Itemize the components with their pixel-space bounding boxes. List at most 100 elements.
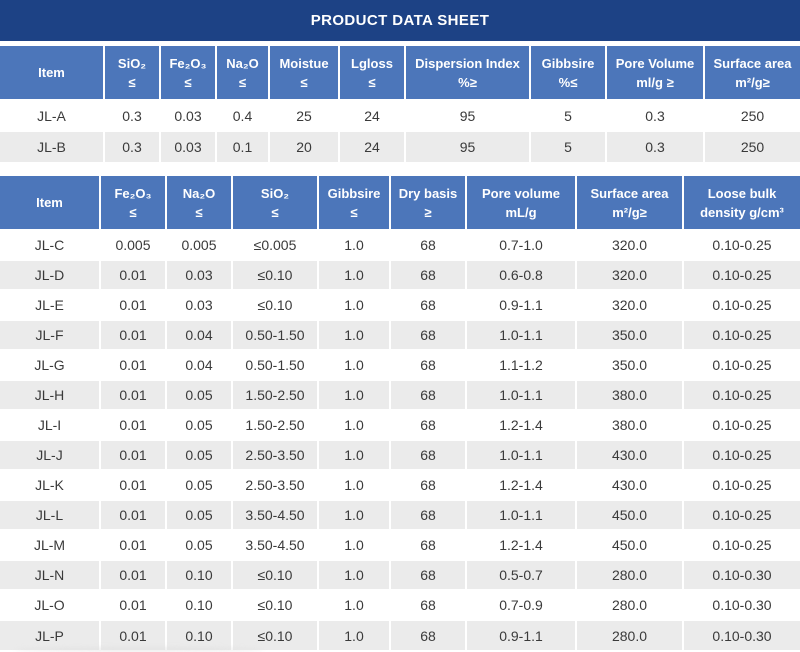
header-line1: Item [38,65,65,80]
value-cell: 95 [405,99,531,131]
value-cell: 280.0 [576,589,684,620]
value-cell: 1.0-1.1 [466,499,577,530]
column-header-surface-area: Surface area m²/g≥ [704,46,800,100]
header-line2: %≥ [458,74,477,90]
value-cell: 1.0 [318,319,391,350]
value-cell: 0.4 [216,99,270,131]
table-row-jl-k: JL-K 0.01 0.05 2.50-3.50 1.0 68 1.2-1.4 430.0 0.… [0,469,800,500]
header-line1: Surface area [590,185,669,201]
value-cell: 280.0 [576,559,684,590]
value-cell: ≤0.005 [232,229,319,260]
table-header: Item Fe₂O₃ ≤ Na₂O ≤ SiO₂ ≤ Gibbsire ≤ Dry basis ≥ P… [0,176,800,230]
value-cell: 68 [390,259,467,290]
value-cell: 450.0 [576,499,684,530]
value-cell: 0.10-0.30 [683,619,800,650]
value-cell: 0.10-0.30 [683,559,800,590]
column-header-sio2: SiO₂ ≤ [232,176,319,230]
value-cell: 68 [390,319,467,350]
header-line1: Na₂O [182,185,216,201]
value-cell: ≤0.10 [232,559,319,590]
table-row-jl-i: JL-I 0.01 0.05 1.50-2.50 1.0 68 1.2-1.4 380.0 0.… [0,409,800,440]
value-cell: 0.01 [100,349,167,380]
header-line2: ≤ [129,204,137,220]
column-header-item: Item [0,46,105,100]
column-header-dry-basis: Dry basis ≥ [390,176,467,230]
value-cell: 0.05 [166,379,233,410]
table-row-jl-c: JL-C 0.005 0.005 ≤0.005 1.0 68 0.7-1.0 320.0 0.1… [0,229,800,260]
value-cell: 0.05 [166,439,233,470]
value-cell: 0.10-0.25 [683,379,800,410]
value-cell: 0.01 [100,319,167,350]
header-line2: ≤ [238,74,247,90]
value-cell: 1.0 [318,259,391,290]
table-row-jl-m: JL-M 0.01 0.05 3.50-4.50 1.0 68 1.2-1.4 450.0 0.… [0,529,800,560]
header-line2: ≤ [350,204,358,220]
value-cell: 1.1-1.2 [466,349,577,380]
value-cell: 0.50-1.50 [232,319,319,350]
value-cell: 68 [390,619,467,650]
value-cell: 0.10-0.25 [683,289,800,320]
table-row-jl-d: JL-D 0.01 0.03 ≤0.10 1.0 68 0.6-0.8 320.0 0.10-0… [0,259,800,290]
value-cell: 0.05 [166,469,233,500]
header-line2: density g/cm³ [700,204,784,220]
value-cell: 0.3 [104,130,161,162]
value-cell: 0.10-0.25 [683,469,800,500]
column-header-pore-volume: Pore Volume ml/g ≥ [606,46,705,100]
table-body: JL-C 0.005 0.005 ≤0.005 1.0 68 0.7-1.0 320.0 0.1… [0,229,800,650]
header-line1: Dry basis [398,185,458,201]
value-cell: 20 [269,130,340,162]
table-row-jl-h: JL-H 0.01 0.05 1.50-2.50 1.0 68 1.0-1.1 380.0 0.… [0,379,800,410]
value-cell: 320.0 [576,289,684,320]
column-header-na2o: Na₂O ≤ [166,176,233,230]
item-cell: JL-J [0,439,101,470]
item-cell: JL-L [0,499,101,530]
column-header-moistue: Moistue ≤ [269,46,340,100]
value-cell: 0.10-0.25 [683,319,800,350]
header-line1: Pore Volume [615,55,695,71]
value-cell: 0.5-0.7 [466,559,577,590]
value-cell: 0.10 [166,589,233,620]
value-cell: ≤0.10 [232,259,319,290]
table-header: Item SiO₂ ≤ Fe₂O₃ ≤ Na₂O ≤ Moistue ≤ Lgloss ≤ Dispe… [0,46,800,100]
value-cell: 1.0 [318,379,391,410]
table-row-jl-f: JL-F 0.01 0.04 0.50-1.50 1.0 68 1.0-1.1 350.0 0.… [0,319,800,350]
value-cell: 0.9-1.1 [466,289,577,320]
value-cell: 350.0 [576,319,684,350]
value-cell: 1.0 [318,229,391,260]
table-row-jl-a: JL-A 0.3 0.03 0.4 25 24 95 5 0.3 250 [0,99,800,131]
value-cell: 0.6-0.8 [466,259,577,290]
header-line2: m²/g≥ [735,74,770,90]
column-header-na2o: Na₂O ≤ [216,46,270,100]
value-cell: 0.1 [216,130,270,162]
value-cell: 0.10-0.25 [683,349,800,380]
item-cell: JL-B [0,130,105,162]
table-row-jl-p: JL-P 0.01 0.10 ≤0.10 1.0 68 0.9-1.1 280.0 0.10-0… [0,619,800,650]
value-cell: 380.0 [576,409,684,440]
value-cell: 320.0 [576,229,684,260]
value-cell: 1.0-1.1 [466,379,577,410]
value-cell: 1.0 [318,409,391,440]
item-cell: JL-D [0,259,101,290]
value-cell: 0.7-0.9 [466,589,577,620]
value-cell: 0.10-0.25 [683,229,800,260]
item-cell: JL-M [0,529,101,560]
value-cell: ≤0.10 [232,619,319,650]
header-line1: Gibbsire [327,185,381,201]
value-cell: 1.2-1.4 [466,529,577,560]
value-cell: 1.0-1.1 [466,319,577,350]
value-cell: 280.0 [576,619,684,650]
value-cell: 68 [390,379,467,410]
header-line1: Moistue [279,55,329,71]
item-cell: JL-G [0,349,101,380]
value-cell: 350.0 [576,349,684,380]
value-cell: 0.04 [166,319,233,350]
value-cell: 0.01 [100,499,167,530]
value-cell: 68 [390,559,467,590]
table-body: JL-A 0.3 0.03 0.4 25 24 95 5 0.3 250 JL-B 0.3 0.03 0.… [0,99,800,162]
header-line1: Na₂O [226,55,259,71]
value-cell: 250 [704,99,800,131]
value-cell: 0.10-0.25 [683,259,800,290]
value-cell: 0.03 [166,289,233,320]
value-cell: 1.0 [318,469,391,500]
column-header-gibbsire: Gibbsire %≤ [530,46,607,100]
